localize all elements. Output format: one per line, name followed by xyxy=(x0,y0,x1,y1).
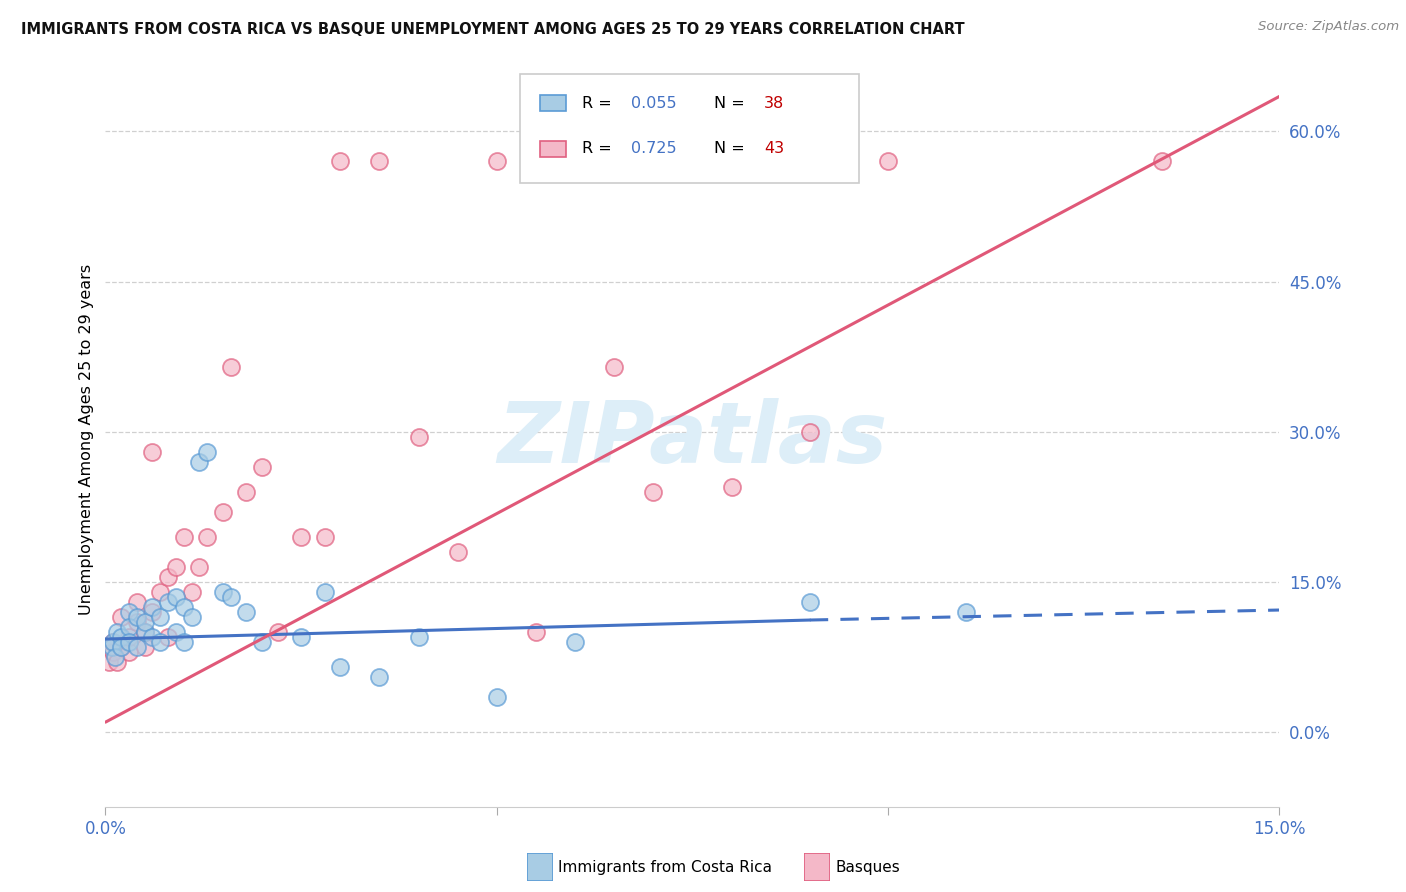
Point xyxy=(195,530,218,544)
Point xyxy=(799,425,821,439)
Point xyxy=(955,605,977,619)
Point xyxy=(408,430,430,444)
Point xyxy=(173,635,195,649)
Point xyxy=(110,610,132,624)
Point xyxy=(141,600,163,615)
Text: ZIPatlas: ZIPatlas xyxy=(498,398,887,481)
Point xyxy=(141,605,163,619)
Point xyxy=(368,670,391,684)
Point xyxy=(211,505,233,519)
FancyBboxPatch shape xyxy=(540,95,565,112)
Point xyxy=(188,560,211,574)
Point xyxy=(290,530,312,544)
Point xyxy=(446,545,468,559)
Point xyxy=(157,595,180,609)
Point xyxy=(195,445,218,459)
Point xyxy=(98,655,121,669)
Point xyxy=(180,585,202,599)
Point xyxy=(329,154,352,169)
FancyBboxPatch shape xyxy=(540,141,565,157)
Point xyxy=(165,590,187,604)
Point xyxy=(118,635,141,649)
Point xyxy=(149,585,172,599)
Point xyxy=(134,625,156,640)
Text: R =: R = xyxy=(582,95,617,111)
Point xyxy=(105,625,128,640)
Text: Basques: Basques xyxy=(835,860,900,874)
Point xyxy=(211,585,233,599)
Point xyxy=(1150,154,1173,169)
Point xyxy=(104,650,127,665)
Point xyxy=(118,620,141,634)
Point xyxy=(314,585,336,599)
Point xyxy=(235,484,257,499)
Point xyxy=(219,590,242,604)
Point xyxy=(180,610,202,624)
Point xyxy=(266,625,288,640)
Text: R =: R = xyxy=(582,141,617,156)
Text: Source: ZipAtlas.com: Source: ZipAtlas.com xyxy=(1258,20,1399,33)
Point xyxy=(564,635,586,649)
Point xyxy=(408,630,430,644)
Point xyxy=(290,630,312,644)
Point xyxy=(524,625,547,640)
Point xyxy=(157,630,180,644)
Y-axis label: Unemployment Among Ages 25 to 29 years: Unemployment Among Ages 25 to 29 years xyxy=(79,264,94,615)
Text: IMMIGRANTS FROM COSTA RICA VS BASQUE UNEMPLOYMENT AMONG AGES 25 TO 29 YEARS CORR: IMMIGRANTS FROM COSTA RICA VS BASQUE UNE… xyxy=(21,22,965,37)
Point xyxy=(103,635,125,649)
Point xyxy=(134,625,156,640)
Point xyxy=(603,359,626,374)
Point xyxy=(125,640,148,654)
Point xyxy=(188,455,211,469)
Point xyxy=(141,445,163,459)
Point xyxy=(485,690,508,705)
Point xyxy=(219,359,242,374)
Point xyxy=(157,570,180,584)
Point xyxy=(105,655,128,669)
Point xyxy=(799,595,821,609)
Point xyxy=(235,605,257,619)
Point xyxy=(125,595,148,609)
Point xyxy=(329,660,352,674)
Point xyxy=(173,600,195,615)
Point xyxy=(118,605,141,619)
Text: N =: N = xyxy=(714,141,749,156)
FancyBboxPatch shape xyxy=(520,73,859,183)
Point xyxy=(720,480,742,494)
Point xyxy=(368,154,391,169)
Point xyxy=(173,530,195,544)
Point xyxy=(149,610,172,624)
Text: 43: 43 xyxy=(763,141,785,156)
Point xyxy=(110,640,132,654)
Point xyxy=(838,154,860,169)
Point xyxy=(149,635,172,649)
Point xyxy=(485,154,508,169)
Point xyxy=(314,530,336,544)
Point xyxy=(103,635,125,649)
Point xyxy=(134,615,156,629)
Text: 38: 38 xyxy=(763,95,785,111)
Point xyxy=(103,645,125,659)
Point xyxy=(100,640,122,654)
Point xyxy=(125,610,148,624)
Text: Immigrants from Costa Rica: Immigrants from Costa Rica xyxy=(558,860,772,874)
Point xyxy=(118,630,141,644)
Point xyxy=(643,484,665,499)
Point xyxy=(250,635,273,649)
Point xyxy=(110,640,132,654)
Point xyxy=(134,640,156,654)
Text: 0.725: 0.725 xyxy=(631,141,678,156)
Point xyxy=(165,625,187,640)
Point xyxy=(165,560,187,574)
Text: N =: N = xyxy=(714,95,749,111)
Point xyxy=(564,154,586,169)
Point xyxy=(118,645,141,659)
Text: 0.055: 0.055 xyxy=(631,95,678,111)
Point xyxy=(877,154,900,169)
Point xyxy=(250,459,273,474)
Point xyxy=(110,630,132,644)
Point xyxy=(141,630,163,644)
Point xyxy=(125,615,148,629)
